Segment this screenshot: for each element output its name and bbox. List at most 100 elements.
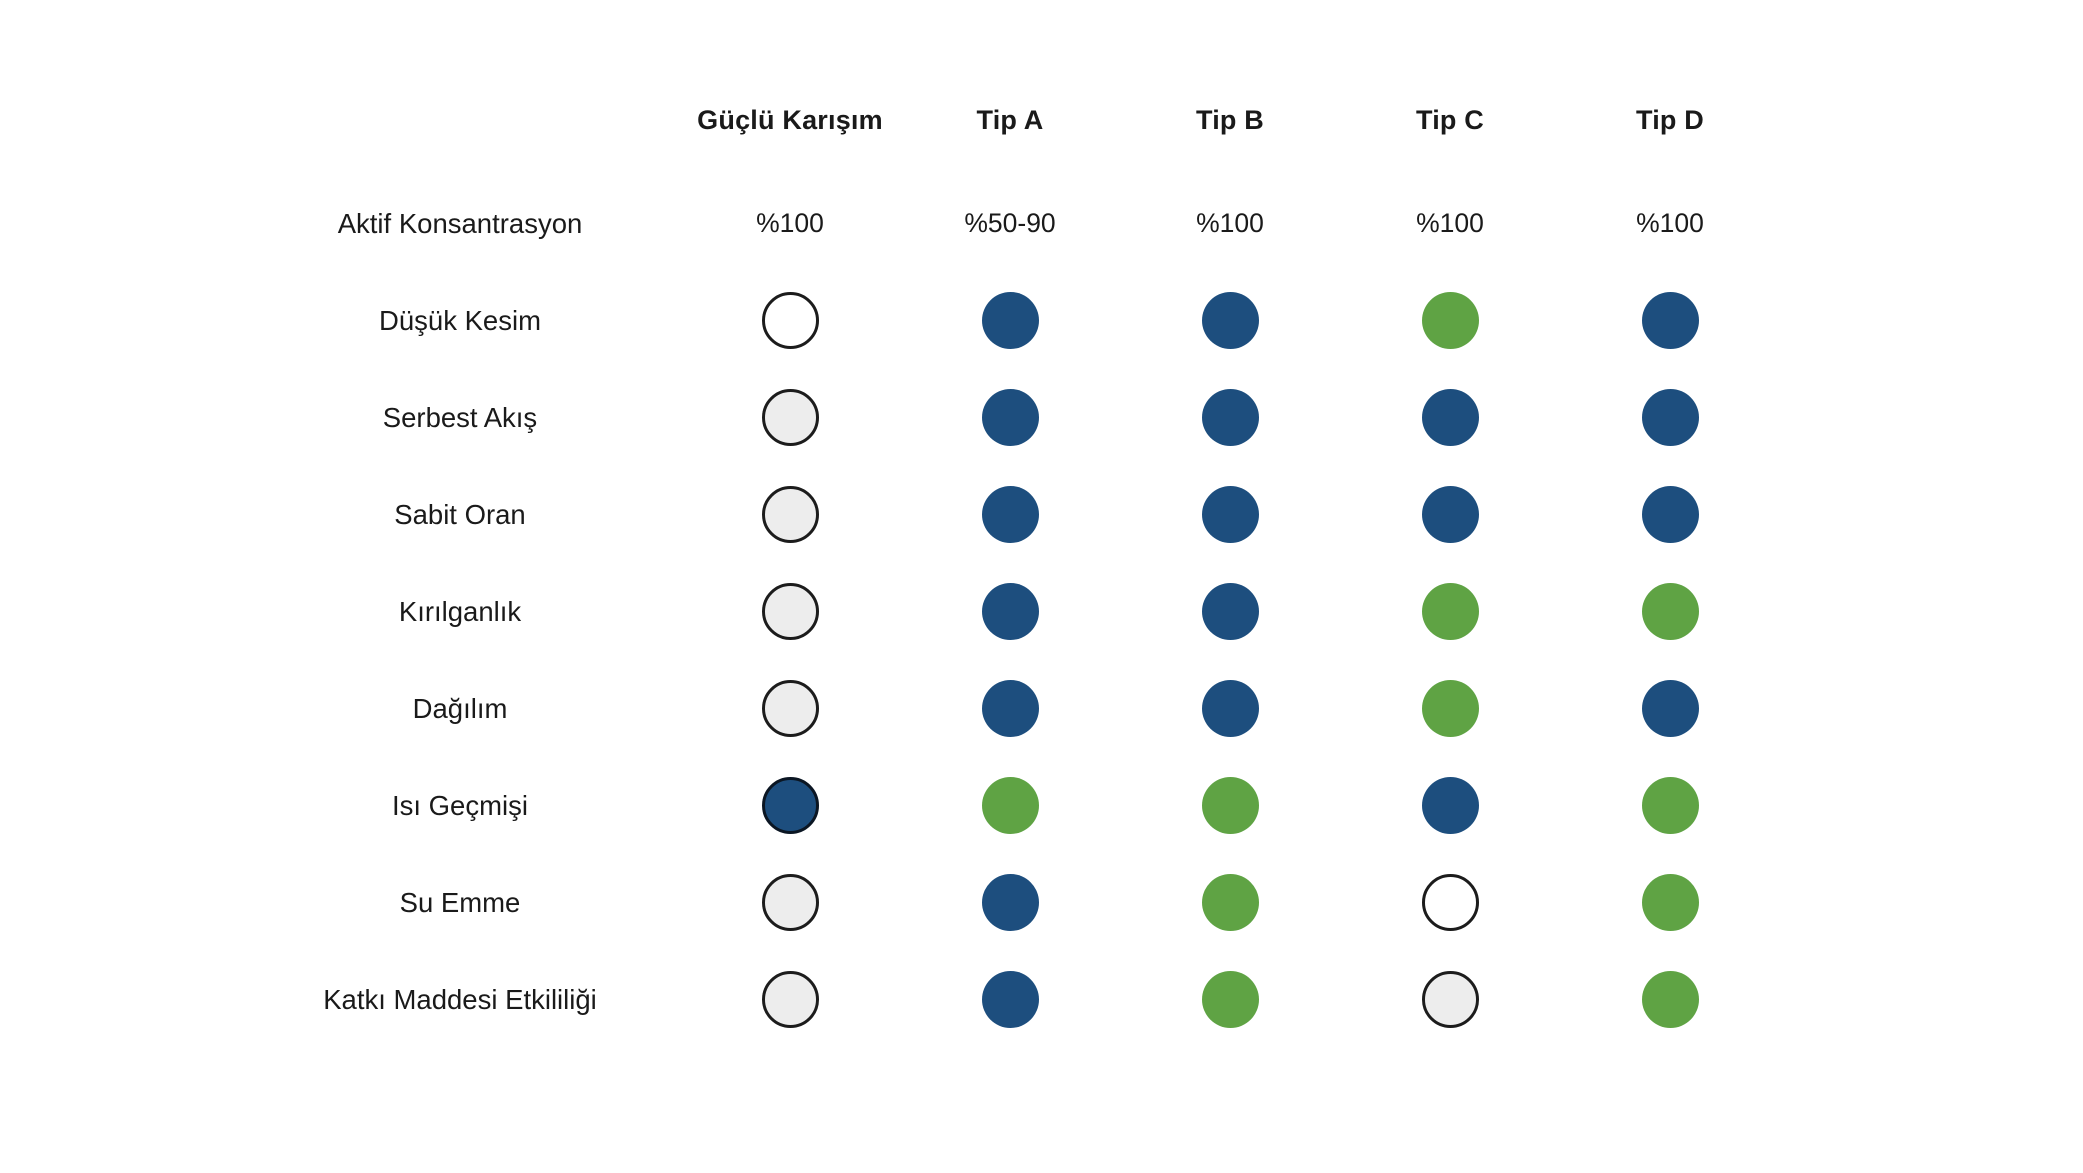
dot-cell [1120,486,1340,543]
dot-cell [900,292,1120,349]
dot-cell [1120,680,1340,737]
dot-cell [1120,583,1340,640]
row-label: Kırılganlık [398,595,522,627]
rating-dot-gray [761,680,819,737]
rating-dot-blue [1641,389,1699,446]
rating-dot-green [1201,971,1259,1028]
dot-cell [680,583,900,640]
dot-cell [900,583,1120,640]
rating-dot-green [1641,874,1699,931]
rating-dot-white [1421,874,1479,931]
dot-cell [680,680,900,737]
row-label: Düşük Kesim [379,304,541,336]
dot-cell [1120,971,1340,1028]
rating-dot-green [1641,583,1699,640]
header-row: Güçlü Karışım Tip A Tip B Tip C Tip D [240,85,1780,155]
dot-cell [900,486,1120,543]
dot-rows: Düşük Kesim Serbest Akış Sabit Oran Kırılga… [240,272,1780,1048]
rating-dot-green [1201,874,1259,931]
rating-dot-blue [1641,486,1699,543]
matrix-row: Dağılım [240,660,1780,757]
rating-dot-gray [761,486,819,543]
row-label: Dağılım [412,692,508,724]
matrix-row: Isı Geçmişi [240,757,1780,854]
dot-cell [1340,292,1560,349]
rating-dot-blue [981,971,1039,1028]
row-label: Isı Geçmişi [392,789,528,821]
rating-dot-blue [1421,777,1479,834]
rating-dot-green [1641,971,1699,1028]
dot-cell [1340,680,1560,737]
rating-dot-blue [981,486,1039,543]
concentration-value-5: %100 [1636,208,1704,238]
row-label: Katkı Maddesi Etkililiği [323,983,597,1015]
matrix-row: Kırılganlık [240,563,1780,660]
rating-dot-green [1641,777,1699,834]
comparison-matrix: Güçlü Karışım Tip A Tip B Tip C Tip D Aktif … [240,85,1780,1048]
dot-cell [680,777,900,834]
rating-dot-blue [981,292,1039,349]
row-label: Serbest Akış [382,401,538,433]
dot-cell [1340,971,1560,1028]
concentration-value-3: %100 [1196,208,1264,238]
dot-cell [1560,583,1780,640]
dot-cell [680,389,900,446]
dot-cell [1340,777,1560,834]
rating-dot-green [1421,583,1479,640]
rating-dot-blue [981,680,1039,737]
dot-cell [1560,292,1780,349]
rating-dot-blue [1201,292,1259,349]
dot-cell [1560,486,1780,543]
rating-dot-blue [1641,292,1699,349]
header-spacer [240,155,1780,175]
dot-cell [1560,777,1780,834]
dot-cell [900,680,1120,737]
dot-cell [1120,777,1340,834]
dot-cell [1560,874,1780,931]
dot-cell [1340,389,1560,446]
rating-dot-gray [1421,971,1479,1028]
dot-cell [1340,583,1560,640]
rating-dot-gray [761,874,819,931]
dot-cell [1340,486,1560,543]
concentration-row: Aktif Konsantrasyon %100 %50-90 %100 %100 %1… [240,175,1780,272]
row-label: Sabit Oran [394,498,526,530]
rating-dot-blue [981,389,1039,446]
rating-dot-blue [981,874,1039,931]
rating-dot-green [1421,292,1479,349]
dot-cell [680,292,900,349]
concentration-value-1: %100 [756,208,824,238]
row-label: Aktif Konsantrasyon [337,207,583,239]
matrix-row: Sabit Oran [240,466,1780,563]
rating-dot-blue [1201,389,1259,446]
concentration-value-4: %100 [1416,208,1484,238]
dot-cell [1560,389,1780,446]
dot-cell [900,777,1120,834]
column-header-3: Tip B [1196,104,1264,135]
column-header-2: Tip A [976,104,1044,135]
dot-cell [900,389,1120,446]
rating-dot-blue-dark [761,777,819,834]
rating-dot-gray [761,389,819,446]
dot-cell [680,874,900,931]
rating-dot-gray [761,583,819,640]
rating-dot-blue [1641,680,1699,737]
dot-cell [1120,874,1340,931]
rating-dot-gray [761,971,819,1028]
dot-cell [680,486,900,543]
rating-dot-blue [1201,583,1259,640]
rating-dot-blue [1201,486,1259,543]
dot-cell [1560,971,1780,1028]
rating-dot-blue [981,583,1039,640]
dot-cell [1120,389,1340,446]
dot-cell [1560,680,1780,737]
concentration-value-2: %50-90 [964,208,1056,238]
rating-dot-green [1201,777,1259,834]
row-label: Su Emme [399,886,521,918]
matrix-row: Düşük Kesim [240,272,1780,369]
rating-dot-white [761,292,819,349]
dot-cell [1340,874,1560,931]
rating-dot-blue [1201,680,1259,737]
rating-dot-green [981,777,1039,834]
